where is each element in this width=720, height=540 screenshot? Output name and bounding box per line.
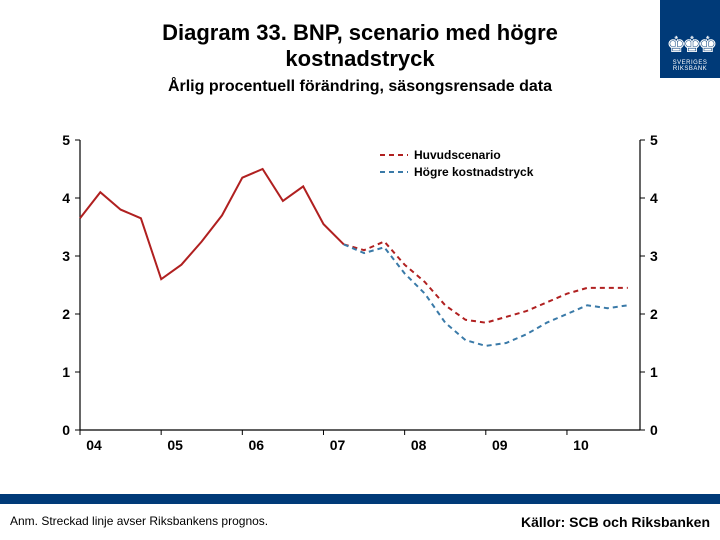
crown-icon: ♚♚♚: [666, 32, 713, 58]
svg-text:04: 04: [86, 437, 102, 453]
chart-legend: Huvudscenario Högre kostnadstryck: [380, 148, 533, 182]
svg-text:1: 1: [62, 364, 70, 380]
chart-title-line2: kostnadstryck: [0, 46, 720, 72]
logo-text: SVERIGES RIKSBANK: [660, 60, 720, 72]
series-huvudscenario-solid: [80, 169, 344, 279]
sources: Källor: SCB och Riksbanken: [521, 514, 710, 530]
riksbank-logo: ♚♚♚ SVERIGES RIKSBANK: [660, 0, 720, 78]
legend-swatch: [380, 167, 408, 177]
svg-text:4: 4: [62, 190, 70, 206]
svg-text:1: 1: [650, 364, 658, 380]
chart-area: 0 0 1 1 2 2 3 3 4 4 5 5 04 05 06 07 08 09 10: [40, 130, 680, 460]
svg-text:2: 2: [650, 306, 658, 322]
legend-swatch: [380, 150, 408, 160]
svg-text:08: 08: [411, 437, 427, 453]
legend-label: Huvudscenario: [414, 148, 501, 162]
svg-text:3: 3: [62, 248, 70, 264]
svg-text:06: 06: [249, 437, 265, 453]
series-huvudscenario-dashed: [344, 242, 628, 323]
footnote: Anm. Streckad linje avser Riksbankens pr…: [10, 514, 268, 528]
svg-text:2: 2: [62, 306, 70, 322]
svg-text:09: 09: [492, 437, 508, 453]
svg-text:5: 5: [650, 132, 658, 148]
svg-text:5: 5: [62, 132, 70, 148]
svg-text:10: 10: [573, 437, 589, 453]
title-block: Diagram 33. BNP, scenario med högre kost…: [0, 0, 720, 96]
legend-item: Högre kostnadstryck: [380, 165, 533, 179]
svg-text:4: 4: [650, 190, 658, 206]
series-hogre: [344, 244, 628, 346]
chart-svg: 0 0 1 1 2 2 3 3 4 4 5 5 04 05 06 07 08 09 10: [40, 130, 680, 460]
chart-title-line1: Diagram 33. BNP, scenario med högre: [0, 20, 720, 46]
legend-label: Högre kostnadstryck: [414, 165, 533, 179]
chart-subtitle: Årlig procentuell förändring, säsongsren…: [0, 78, 720, 96]
svg-text:3: 3: [650, 248, 658, 264]
svg-text:0: 0: [650, 422, 658, 438]
svg-text:05: 05: [167, 437, 183, 453]
footer-bar: [0, 494, 720, 504]
svg-text:07: 07: [330, 437, 346, 453]
svg-text:0: 0: [62, 422, 70, 438]
legend-item: Huvudscenario: [380, 148, 533, 162]
